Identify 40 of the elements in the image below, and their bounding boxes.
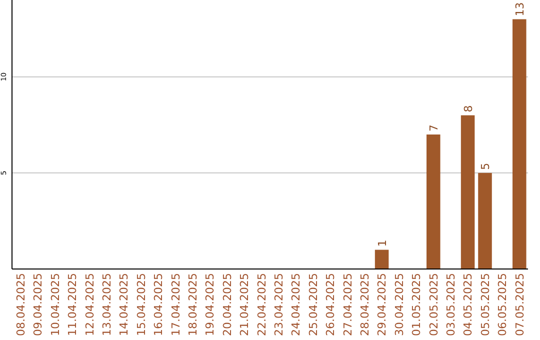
x-tick-label: 25.04.2025 (306, 273, 320, 336)
x-tick-label: 03.05.2025 (444, 273, 458, 336)
x-tick-label: 11.04.2025 (66, 273, 80, 336)
x-tick-label: 23.04.2025 (272, 273, 286, 336)
bar (512, 19, 526, 269)
x-tick-label: 14.04.2025 (118, 273, 131, 336)
bar (426, 134, 440, 269)
x-tick-label: 24.04.2025 (290, 273, 303, 336)
bar (460, 115, 475, 269)
x-tick-label: 16.04.2025 (152, 273, 166, 336)
x-tick-label: 09.04.2025 (32, 273, 45, 336)
bar (374, 250, 389, 269)
x-tick-label: 19.04.2025 (204, 273, 217, 336)
x-tick-label: 26.04.2025 (324, 273, 338, 336)
x-tick-label: 28.04.2025 (358, 273, 372, 336)
data-label: 8 (462, 105, 475, 112)
data-label: 1 (376, 240, 389, 247)
data-label: 5 (479, 162, 492, 170)
x-tick-label: 04.05.2025 (462, 273, 475, 336)
x-tick-label: 08.04.2025 (14, 273, 28, 336)
x-tick-label: 27.04.2025 (341, 273, 354, 336)
x-tick-label: 18.04.2025 (186, 273, 200, 336)
x-tick-label: 29.04.2025 (376, 273, 389, 336)
x-tick-label: 02.05.2025 (427, 273, 440, 336)
x-tick-label: 07.05.2025 (513, 273, 526, 336)
data-label: 7 (427, 124, 440, 132)
x-tick-label: 15.04.2025 (134, 273, 148, 336)
x-tick-label: 22.04.2025 (255, 273, 268, 336)
x-tick-label: 21.04.2025 (238, 273, 252, 336)
x-tick-label: 01.05.2025 (410, 273, 424, 336)
x-tick-label: 05.05.2025 (478, 273, 492, 336)
bar (478, 172, 492, 269)
x-tick-label: 20.04.2025 (220, 273, 234, 336)
data-label: 13 (513, 2, 526, 16)
x-tick-label: 06.05.2025 (496, 273, 510, 336)
x-tick-label: 13.04.2025 (100, 273, 114, 336)
x-tick-label: 30.04.2025 (392, 273, 406, 336)
x-tick-label: 17.04.2025 (169, 273, 182, 336)
x-tick-label: 10.04.2025 (48, 273, 62, 336)
x-tick-label: 12.04.2025 (83, 273, 96, 336)
